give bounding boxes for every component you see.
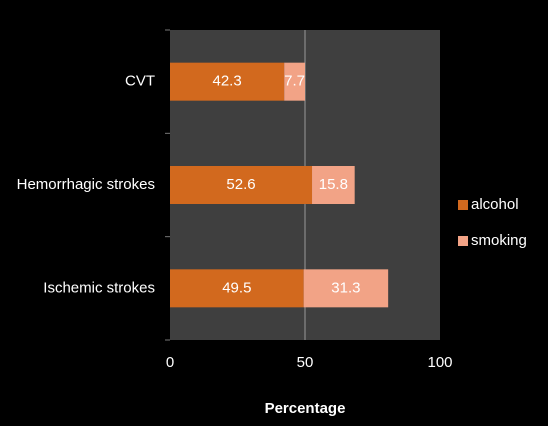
legend-label: alcohol — [471, 196, 519, 213]
x-tick-label: 50 — [297, 354, 314, 371]
bar-segment — [303, 269, 389, 308]
data-label: 52.6 — [226, 176, 255, 193]
x-tick-label: 100 — [427, 354, 452, 371]
bar-segment — [284, 62, 305, 101]
legend-label: smoking — [471, 232, 527, 249]
bar-segment — [312, 166, 355, 204]
data-label: 7.7 — [284, 73, 305, 90]
data-label: 15.8 — [319, 176, 348, 193]
y-tick-label: Hemorrhagic strokes — [17, 176, 155, 193]
x-tick-label: 0 — [166, 354, 174, 371]
data-label: 31.3 — [331, 279, 360, 296]
data-label: 42.3 — [213, 73, 242, 90]
y-tick-label: CVT — [125, 73, 155, 90]
legend-swatch — [458, 200, 468, 210]
bar-segment — [170, 166, 313, 204]
bar-segment — [170, 62, 285, 101]
y-tick-label: Ischemic strokes — [43, 279, 155, 296]
x-axis-label: Percentage — [265, 400, 346, 417]
bar-segment — [170, 269, 304, 308]
legend-swatch — [458, 236, 468, 246]
data-label: 49.5 — [222, 279, 251, 296]
